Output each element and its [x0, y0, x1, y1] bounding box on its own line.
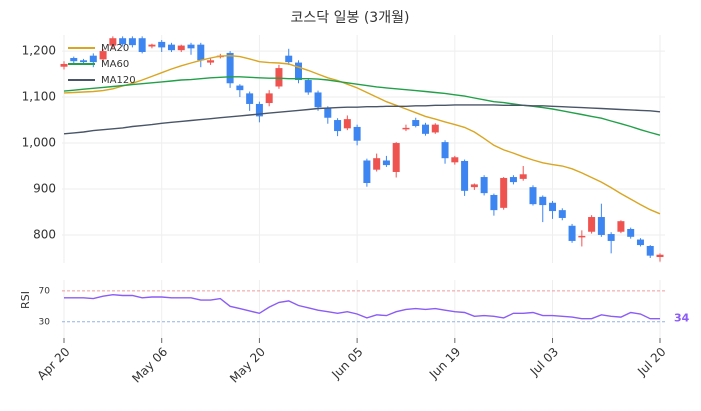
candle-body	[607, 234, 615, 241]
candle-body	[422, 124, 430, 134]
candle-body	[480, 177, 488, 194]
candle-body	[578, 235, 586, 238]
x-tick-label: Jun 05	[328, 345, 365, 382]
candle-body	[60, 63, 68, 67]
candle-body	[549, 202, 557, 212]
candle-body	[636, 239, 644, 246]
candle-body	[226, 52, 234, 84]
ma-line	[63, 54, 661, 215]
candle-body	[597, 217, 605, 235]
y-tick-label: 1,000	[22, 136, 56, 150]
ma-line	[63, 76, 661, 136]
y-tick-label: 30	[39, 317, 51, 327]
candle-body	[568, 225, 576, 241]
legend-label: MA20	[101, 43, 129, 54]
x-tick-label: Jul 03	[527, 345, 561, 379]
candle-body	[470, 184, 478, 188]
candle-body	[314, 92, 322, 108]
candle-body	[70, 57, 78, 62]
candle-body	[588, 217, 596, 232]
candle-body	[294, 62, 302, 81]
candle-body	[500, 177, 508, 208]
y-tick-label: 1,200	[22, 44, 56, 58]
x-tick-label: May 20	[227, 345, 268, 386]
x-tick-label: May 06	[129, 345, 170, 386]
candle-body	[207, 60, 215, 63]
candle-body	[519, 174, 527, 179]
candle-body	[363, 160, 371, 184]
candle-body	[490, 194, 498, 211]
candle-body	[412, 120, 420, 127]
x-tick-label: Jul 20	[634, 345, 668, 379]
candle-body	[402, 127, 410, 130]
legend-label: MA120	[101, 75, 136, 86]
candle-body	[109, 38, 117, 46]
candle-body	[275, 68, 283, 87]
candle-body	[441, 142, 449, 159]
candle-body	[80, 60, 88, 63]
candle-body	[119, 38, 127, 45]
candle-body	[255, 103, 263, 117]
candle-body	[461, 160, 469, 191]
candle-body	[148, 44, 156, 47]
candle-body	[89, 55, 97, 63]
candle-body	[236, 85, 244, 91]
x-tick-label: Apr 20	[35, 345, 73, 383]
candle-body	[177, 45, 185, 51]
ma-line	[63, 104, 661, 135]
candle-body	[353, 126, 361, 141]
legend-label: MA60	[101, 59, 129, 70]
candle-body	[558, 210, 566, 218]
candle-body	[392, 143, 400, 172]
candle-body	[167, 44, 175, 51]
candle-body	[187, 44, 195, 49]
candle-body	[509, 177, 517, 183]
candle-body	[451, 157, 459, 163]
candle-body	[627, 228, 635, 237]
candle-body	[265, 93, 273, 104]
candle-body	[646, 245, 654, 256]
chart-title: 코스닥 일봉 (3개월)	[291, 10, 410, 26]
value-label: 34	[674, 312, 690, 325]
candle-body	[334, 120, 342, 132]
rsi-line	[64, 293, 660, 320]
candle-body	[656, 254, 664, 258]
candle-body	[246, 93, 254, 104]
y-tick-label: 70	[39, 286, 51, 296]
candle-body	[343, 119, 351, 129]
candle-body	[382, 160, 390, 166]
candle-body	[138, 38, 146, 53]
candle-body	[324, 108, 332, 118]
candle-body	[304, 80, 312, 93]
candle-body	[197, 44, 205, 61]
y-tick-label: 900	[33, 181, 56, 195]
y-axis-label: RSI	[19, 291, 32, 309]
y-tick-label: 1,100	[22, 90, 56, 104]
candle-body	[373, 158, 381, 170]
x-tick-label: Jun 19	[426, 345, 463, 382]
candle-body	[431, 124, 439, 133]
y-tick-label: 800	[33, 227, 56, 241]
candle-body	[99, 51, 107, 60]
candle-body	[529, 187, 537, 205]
candle-body	[539, 196, 547, 206]
candle-body	[158, 41, 166, 48]
candle-body	[128, 38, 136, 46]
candle-body	[617, 221, 625, 232]
candle-body	[285, 55, 293, 63]
